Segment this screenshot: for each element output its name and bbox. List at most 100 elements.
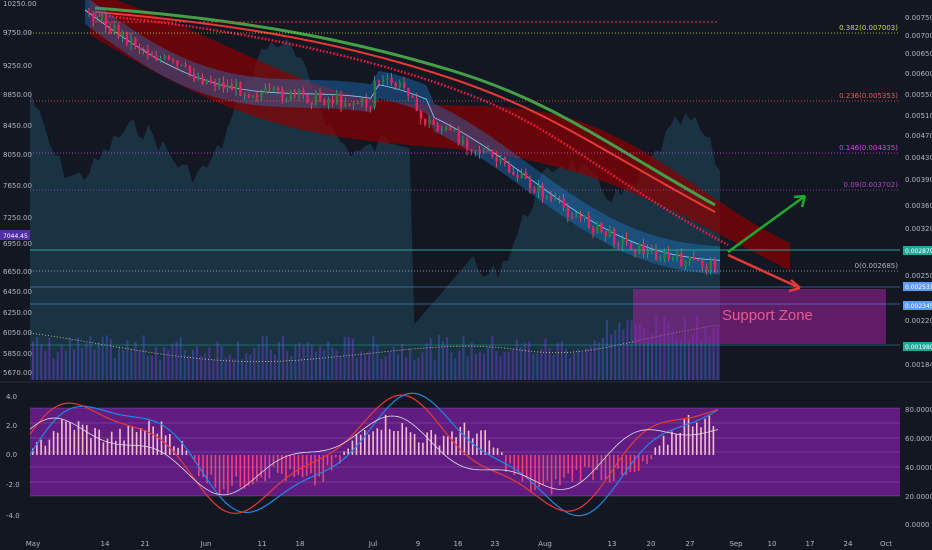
candle-body bbox=[373, 80, 376, 108]
volume-bar bbox=[671, 330, 674, 380]
volume-bar bbox=[478, 351, 481, 380]
volume-bar bbox=[81, 347, 84, 380]
candle-body bbox=[340, 94, 343, 107]
volume-bar bbox=[155, 346, 157, 380]
oscillator-bar bbox=[393, 431, 395, 455]
candle-body bbox=[302, 89, 305, 96]
volume-bar bbox=[241, 359, 244, 380]
x-axis-tick: Aug bbox=[538, 540, 552, 548]
candle-body bbox=[201, 76, 204, 84]
oscillator-bar bbox=[608, 455, 611, 483]
candle-body bbox=[134, 38, 137, 48]
volume-bar bbox=[647, 337, 649, 380]
candle-body bbox=[167, 56, 171, 60]
oscillator-bar bbox=[712, 426, 715, 455]
oscillator-bar bbox=[691, 426, 694, 455]
x-axis-tick: 16 bbox=[454, 540, 463, 548]
volume-bar bbox=[515, 339, 518, 380]
oscillator-bar bbox=[488, 440, 491, 455]
candle-body bbox=[142, 49, 145, 51]
candle-body bbox=[424, 119, 427, 125]
right-badge-label: 0.002879 bbox=[905, 248, 932, 255]
candle-body bbox=[608, 229, 612, 237]
oscillator-bar bbox=[160, 421, 163, 455]
oscillator-right-tick: 40.0000 bbox=[905, 464, 932, 472]
candle-body bbox=[180, 64, 183, 66]
volume-bar bbox=[290, 356, 293, 380]
candle-body bbox=[466, 139, 469, 150]
oscillator-bar bbox=[579, 455, 582, 482]
candle-body bbox=[545, 196, 549, 199]
candle-body bbox=[470, 149, 473, 151]
oscillator-bar bbox=[202, 455, 204, 478]
oscillator-bar bbox=[318, 455, 320, 477]
candle-body bbox=[205, 79, 208, 84]
candle-body bbox=[415, 97, 418, 111]
volume-bar bbox=[64, 350, 67, 380]
candle-body bbox=[218, 81, 221, 87]
oscillator-bar bbox=[90, 438, 92, 455]
candle-body bbox=[684, 261, 687, 267]
candle-body bbox=[319, 92, 322, 100]
candle-body bbox=[638, 243, 641, 254]
oscillator-bar bbox=[293, 455, 296, 477]
candle-body bbox=[562, 198, 565, 208]
candle-body bbox=[436, 124, 439, 131]
oscillator-bar bbox=[231, 455, 233, 486]
oscillator-bar bbox=[484, 430, 486, 455]
oscillator-bar bbox=[413, 433, 416, 455]
candle-body bbox=[541, 185, 544, 199]
oscillator-bar bbox=[376, 428, 379, 455]
volume-bar bbox=[569, 358, 572, 380]
volume-bar bbox=[208, 347, 211, 380]
volume-bar bbox=[688, 339, 690, 380]
candle-body bbox=[277, 87, 280, 90]
oscillator-bar bbox=[297, 455, 300, 476]
volume-bar bbox=[532, 353, 535, 380]
left-axis-tick: 6650.00 bbox=[3, 268, 32, 276]
oscillator-bar bbox=[584, 455, 586, 467]
candle-body bbox=[398, 82, 402, 88]
oscillator-right-tick: 20.0000 bbox=[905, 493, 932, 501]
volume-bar bbox=[593, 340, 596, 380]
oscillator-bar bbox=[534, 455, 536, 490]
volume-bar bbox=[220, 346, 223, 380]
candle-body bbox=[520, 172, 523, 178]
oscillator-bar bbox=[467, 430, 470, 455]
volume-bar bbox=[524, 343, 526, 380]
oscillator-bar bbox=[222, 455, 225, 490]
oscillator-bar bbox=[65, 421, 67, 455]
oscillator-left-tick: -4.0 bbox=[6, 512, 20, 520]
candle-body bbox=[529, 178, 532, 189]
oscillator-bar bbox=[347, 448, 349, 455]
candle-body bbox=[474, 150, 477, 152]
volume-bar bbox=[347, 336, 350, 380]
volume-bar bbox=[109, 339, 112, 380]
x-axis-tick: May bbox=[26, 540, 40, 548]
left-axis-tick: 5670.00 bbox=[3, 369, 32, 377]
candle-body bbox=[680, 253, 683, 267]
oscillator-bar bbox=[658, 445, 661, 455]
candle-body bbox=[512, 172, 515, 175]
candle-body bbox=[172, 59, 175, 61]
oscillator-bar bbox=[625, 455, 628, 476]
volume-bar bbox=[212, 359, 215, 380]
candle-body bbox=[713, 259, 717, 273]
oscillator-bar bbox=[243, 455, 246, 489]
oscillator-bar bbox=[119, 428, 121, 455]
candle-body bbox=[331, 99, 334, 104]
oscillator-bar bbox=[471, 438, 474, 455]
volume-bar bbox=[191, 349, 194, 380]
volume-bar bbox=[429, 338, 432, 380]
volume-bar bbox=[573, 352, 576, 380]
left-axis-tick: 6950.00 bbox=[3, 240, 32, 248]
candle-body bbox=[697, 259, 700, 261]
volume-bar bbox=[122, 350, 125, 380]
volume-bar bbox=[466, 356, 469, 380]
oscillator-bar bbox=[409, 432, 412, 455]
volume-bar bbox=[323, 350, 326, 380]
volume-bar bbox=[380, 358, 383, 380]
ichimoku-cloud bbox=[90, 0, 790, 271]
